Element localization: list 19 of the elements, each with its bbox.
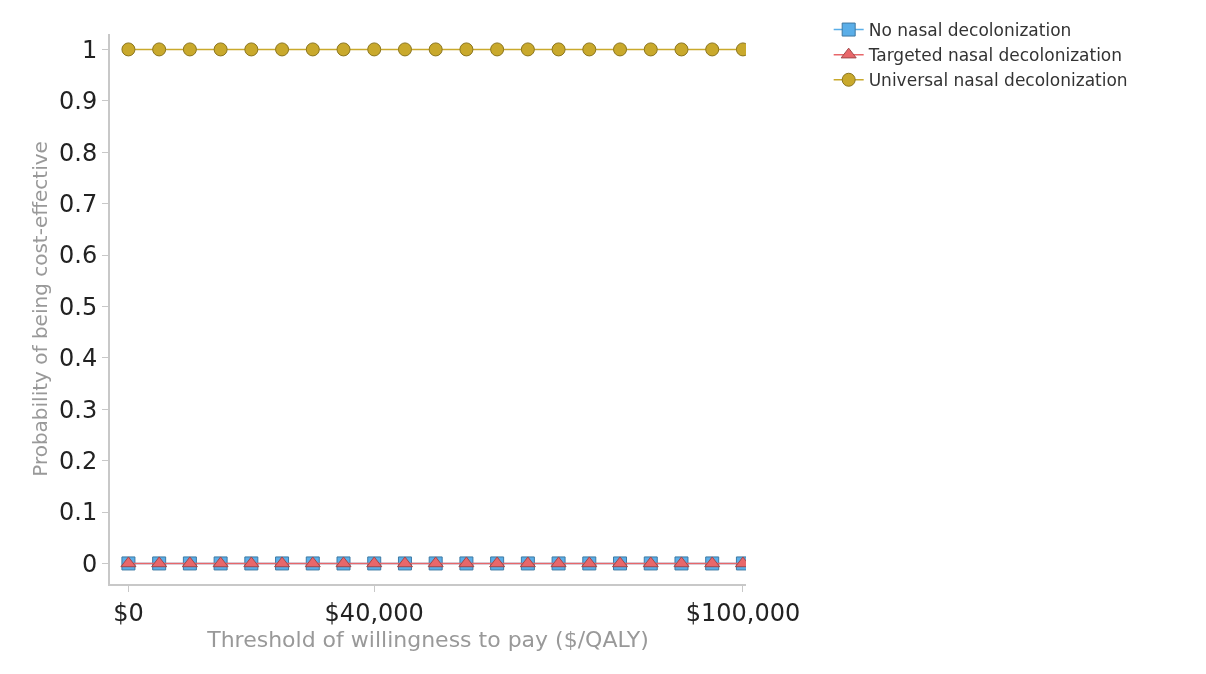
legend-label: No nasal decolonization	[868, 20, 1072, 41]
x-axis-title: Threshold of willingness to pay ($/QALY)	[206, 626, 649, 652]
y-tick-label: 0.4	[59, 344, 98, 373]
y-tick-label: 0	[81, 549, 98, 578]
y-tick-label: 0.3	[59, 395, 98, 424]
y-tick-label: 0.2	[59, 447, 98, 476]
x-tick-label: $0	[113, 598, 144, 627]
y-tick-label: 0.7	[59, 190, 98, 219]
legend-label: Universal nasal decolonization	[868, 70, 1128, 91]
y-tick-label: 0.9	[59, 87, 98, 116]
x-tick-label: $100,000	[685, 598, 801, 627]
y-tick-label: 0.8	[59, 138, 98, 167]
y-tick-label: 1	[81, 35, 98, 64]
y-tick-label: 0.5	[59, 292, 98, 321]
y-tick-label: 0.6	[59, 241, 98, 270]
y-tick-label: 0.1	[59, 498, 98, 527]
y-axis-title: Probability of being cost-effective	[28, 141, 53, 477]
legend-label: Targeted nasal decolonization	[867, 45, 1123, 66]
x-tick-label: $40,000	[324, 598, 424, 627]
